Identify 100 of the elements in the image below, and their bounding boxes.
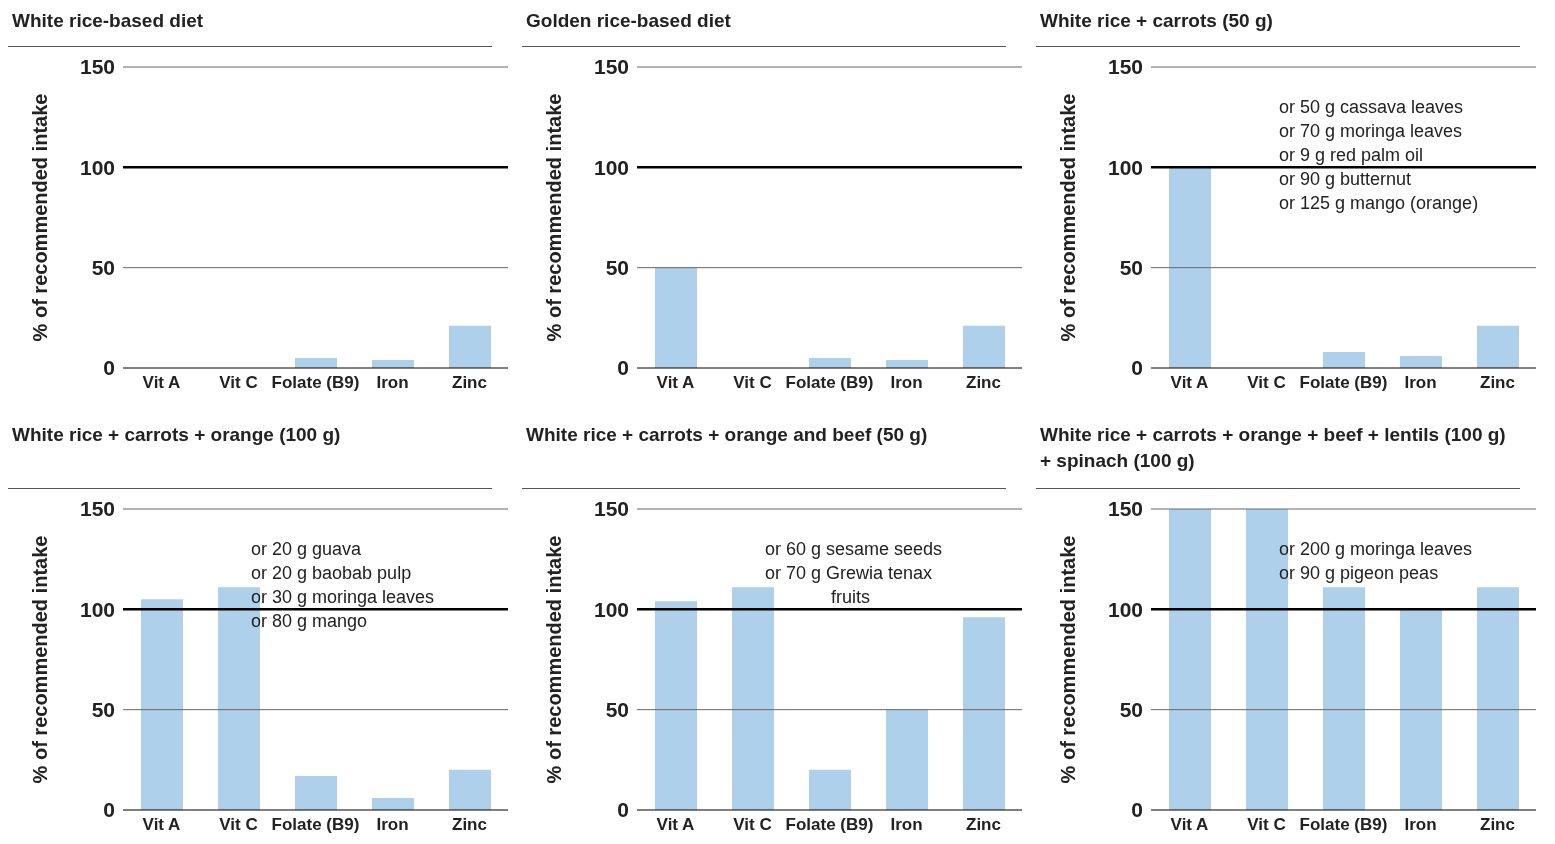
- y-tick-label: 50: [605, 256, 629, 280]
- x-tick-label: Vit A: [656, 373, 695, 393]
- x-tick-label: Zinc: [966, 815, 1001, 835]
- annotation: or 80 g mango: [251, 610, 369, 633]
- bar: [886, 709, 928, 810]
- y-tick-label: 0: [103, 798, 115, 822]
- x-tick-label: Zinc: [1480, 815, 1515, 835]
- chart-title: White rice + carrots (50 g): [1036, 8, 1520, 47]
- x-tick-label: Vit A: [1170, 815, 1209, 835]
- x-tick-label: Vit C: [219, 373, 258, 393]
- bar: [1323, 587, 1365, 810]
- x-tick-label: Iron: [890, 815, 923, 835]
- y-tick-label: 150: [593, 497, 629, 521]
- bar: [372, 797, 414, 810]
- x-tick-label: Vit A: [142, 815, 181, 835]
- bar: [1400, 355, 1442, 368]
- annotation: or 70 g Grewia tenax: [765, 562, 934, 585]
- chart-title: White rice-based diet: [8, 8, 492, 47]
- bar: [141, 599, 183, 810]
- y-tick-label: 0: [103, 356, 115, 380]
- annotation: or 60 g sesame seeds: [765, 538, 943, 561]
- bar: [963, 325, 1005, 368]
- annotation: or 9 g red palm oil: [1279, 144, 1425, 167]
- y-tick-label: 150: [1107, 497, 1143, 521]
- y-tick-label: 50: [1119, 256, 1143, 280]
- bar: [1323, 351, 1365, 368]
- chart-title: Golden rice-based diet: [522, 8, 1006, 47]
- x-tick-label: Vit A: [656, 815, 695, 835]
- annotation: or 200 g moringa leaves: [1279, 538, 1473, 561]
- y-tick-label: 0: [1131, 798, 1143, 822]
- chart-title: White rice + carrots + orange + beef + lentils (100 g) + spinach (100 g): [1036, 402, 1520, 489]
- y-tick-label: 100: [1107, 597, 1143, 621]
- x-tick-label: Vit C: [219, 815, 258, 835]
- x-tick-label: Vit C: [1247, 815, 1286, 835]
- x-tick-label: Zinc: [452, 815, 487, 835]
- x-tick-label: Vit C: [1247, 373, 1286, 393]
- annotation: or 125 g mango (orange): [1279, 192, 1479, 215]
- bar: [655, 267, 697, 368]
- y-tick-label: 50: [91, 256, 115, 280]
- y-tick-label: 0: [1131, 356, 1143, 380]
- annotation: or 50 g cassava leaves: [1279, 96, 1465, 119]
- x-tick-label: Iron: [890, 373, 923, 393]
- annotation: or 30 g moringa leaves: [251, 586, 435, 609]
- x-tick-label: Folate (B9): [785, 373, 874, 393]
- bar: [1169, 167, 1211, 368]
- x-tick-label: Folate (B9): [785, 815, 874, 835]
- y-axis-title: % of recommended intake: [1057, 535, 1080, 784]
- chart-title: White rice + carrots + orange (100 g): [8, 402, 492, 489]
- y-tick-label: 100: [79, 597, 115, 621]
- y-tick-label: 150: [593, 55, 629, 79]
- annotation: or 20 g baobab pulp: [251, 562, 413, 585]
- x-tick-label: Vit A: [1170, 373, 1209, 393]
- x-tick-label: Zinc: [966, 373, 1001, 393]
- bar: [809, 769, 851, 810]
- y-tick-label: 150: [1107, 55, 1143, 79]
- x-tick-label: Vit C: [733, 815, 772, 835]
- x-tick-label: Zinc: [452, 373, 487, 393]
- bar: [1400, 609, 1442, 810]
- y-axis-title: % of recommended intake: [543, 93, 566, 342]
- x-tick-label: Vit A: [142, 373, 181, 393]
- x-tick-label: Iron: [1404, 373, 1437, 393]
- y-tick-label: 100: [79, 155, 115, 179]
- y-tick-label: 100: [1107, 155, 1143, 179]
- y-axis-title: % of recommended intake: [29, 93, 52, 342]
- x-tick-label: Folate (B9): [271, 815, 360, 835]
- x-tick-label: Zinc: [1480, 373, 1515, 393]
- bar: [449, 769, 491, 810]
- y-tick-label: 50: [1119, 698, 1143, 722]
- annotation: or 90 g butternut: [1279, 168, 1413, 191]
- y-tick-label: 50: [91, 698, 115, 722]
- annotation: or 90 g pigeon peas: [1279, 562, 1440, 585]
- x-tick-label: Folate (B9): [1299, 373, 1388, 393]
- chart-title: White rice + carrots + orange and beef (50 g): [522, 402, 1006, 489]
- annotation: or 70 g moringa leaves: [1279, 120, 1464, 143]
- x-tick-label: Folate (B9): [1299, 815, 1388, 835]
- bar: [1477, 325, 1519, 368]
- bar: [1477, 587, 1519, 810]
- x-tick-label: Iron: [376, 373, 409, 393]
- y-tick-label: 50: [605, 698, 629, 722]
- bar: [655, 601, 697, 810]
- x-tick-label: Iron: [1404, 815, 1437, 835]
- y-tick-label: 100: [593, 155, 629, 179]
- x-tick-label: Vit C: [733, 373, 772, 393]
- bar: [1169, 509, 1211, 810]
- bar: [295, 775, 337, 810]
- y-axis-title: % of recommended intake: [543, 535, 566, 784]
- y-tick-label: 150: [79, 55, 115, 79]
- bar: [449, 325, 491, 368]
- bar: [809, 357, 851, 368]
- x-tick-label: Iron: [376, 815, 409, 835]
- bar: [732, 587, 774, 810]
- x-tick-label: Folate (B9): [271, 373, 360, 393]
- bar: [295, 357, 337, 368]
- y-tick-label: 100: [593, 597, 629, 621]
- y-tick-label: 150: [79, 497, 115, 521]
- bar: [963, 617, 1005, 810]
- y-tick-label: 0: [617, 798, 629, 822]
- y-axis-title: % of recommended intake: [1057, 93, 1080, 342]
- annotation: fruits: [830, 586, 871, 609]
- y-axis-title: % of recommended intake: [29, 535, 52, 784]
